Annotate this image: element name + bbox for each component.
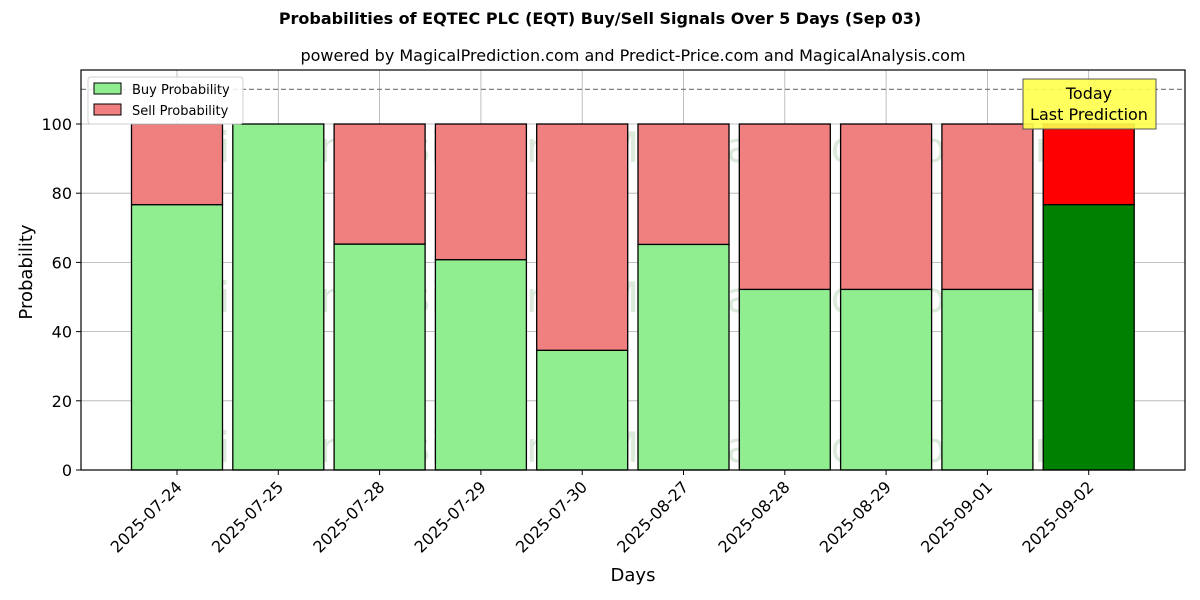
x-tick-label: 2025-08-28 [714,477,793,556]
x-tick-label: 2025-07-30 [512,477,591,556]
legend: Buy Probability Sell Probability [87,76,244,125]
buy-bar[interactable] [130,203,224,471]
x-tick-label: 2025-08-29 [816,477,895,556]
annotation-line2: Last Prediction [1030,105,1148,124]
x-axis: 2025-07-24 2025-07-25 2025-07-28 2025-07-29… [107,470,1098,586]
chart-subtitle: powered by MagicalPrediction.com and Pre… [300,46,966,65]
buy-bar[interactable] [941,288,1034,471]
buy-bar[interactable] [232,123,325,471]
y-tick-label: 40 [52,323,72,342]
annotation-line1: Today [1065,84,1112,103]
buy-bar[interactable] [839,288,933,471]
x-tick-label: 2025-07-28 [309,477,388,556]
annotation-box [1022,78,1157,130]
buy-bar[interactable] [434,258,528,471]
buy-bar[interactable] [738,288,831,471]
y-tick-label: 60 [52,253,72,272]
sell-bar[interactable] [839,123,933,291]
legend-label-buy: Buy Probability [132,83,230,98]
bars [130,123,1135,471]
sell-bar[interactable] [738,123,831,291]
x-tick-label: 2025-07-25 [208,477,287,556]
today-annotation: Today Last Prediction [1022,78,1157,130]
x-tick-label: 2025-08-27 [613,477,692,556]
chart-title: Probabilities of EQTEC PLC (EQT) Buy/Sel… [278,9,922,28]
x-tick-label: 2025-07-29 [411,477,490,556]
y-tick-label: 20 [52,392,72,411]
y-axis-label: Probability [16,224,37,319]
buy-bar[interactable] [333,243,426,471]
y-tick-label: 0 [62,461,72,480]
x-tick-label: 2025-07-24 [107,477,186,556]
legend-label-sell: Sell Probability [132,104,229,119]
sell-bar[interactable] [637,123,730,246]
y-axis: 0 20 40 60 80 100 Probability [16,115,81,480]
legend-swatch-buy [93,82,122,95]
y-tick-label: 80 [52,184,72,203]
x-axis-label: Days [611,565,656,586]
legend-box [87,76,244,125]
sell-bar[interactable] [130,123,224,206]
sell-bar[interactable] [941,123,1034,291]
x-tick-label: 2025-09-02 [1018,477,1097,556]
sell-bar[interactable] [1042,123,1135,206]
x-tick-label: 2025-09-01 [917,477,996,556]
sell-bar[interactable] [434,123,528,261]
buy-bar[interactable] [536,349,629,471]
y-tick-label: 100 [41,115,72,134]
axes-frame [80,69,1186,471]
buy-bar[interactable] [637,243,730,471]
buy-bar[interactable] [1042,203,1135,471]
sell-bar[interactable] [536,123,629,351]
sell-bar[interactable] [333,123,426,245]
legend-swatch-sell [93,103,122,116]
